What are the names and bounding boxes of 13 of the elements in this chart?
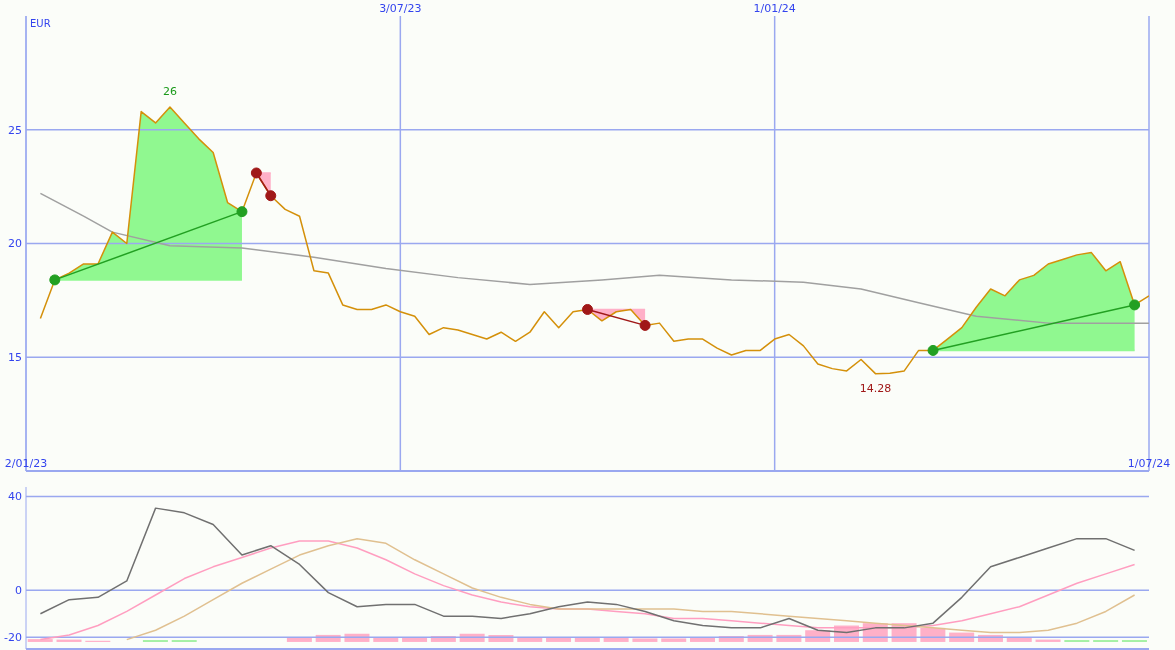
y-tick-label: 0 [15,584,22,598]
y-tick-label: -20 [4,631,22,645]
annotation: 14.28 [859,381,892,395]
y-tick-label: 25 [8,123,22,137]
x-tick-label: 2/01/23 [4,457,48,470]
x-tick-label: 1/07/24 [1127,457,1171,470]
y-tick-label: 20 [8,237,22,251]
annotation: 26 [162,85,177,98]
y-tick-label: 15 [8,351,22,365]
y-tick-label: 40 [8,490,22,504]
x2-tick-label: 3/07/23 [379,2,422,15]
x2-tick-label: 1/01/24 [753,2,796,15]
y-axis-title: EUR [30,18,51,29]
